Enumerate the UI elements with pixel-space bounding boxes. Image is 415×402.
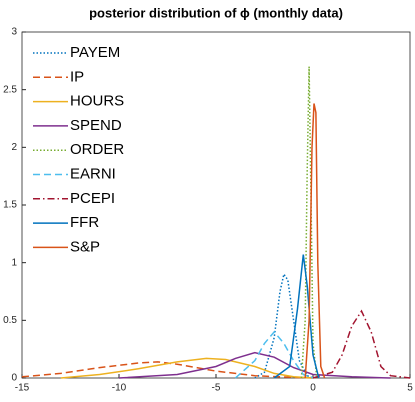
density-line: [60, 357, 314, 379]
y-tick-label: 2: [11, 142, 17, 153]
y-tick-label: 0: [11, 373, 17, 384]
density-line: [234, 330, 314, 379]
chart-title: posterior distribution of ϕ (monthly dat…: [89, 5, 343, 20]
density-line: [118, 351, 391, 379]
density-line: [304, 103, 326, 379]
y-tick-label: 1: [11, 257, 17, 268]
plot-frame: [21, 31, 411, 379]
density-line: [300, 66, 318, 379]
x-tick-label: -15: [15, 383, 30, 394]
legend-label: PCEPI: [70, 190, 115, 207]
legend-label: EARNI: [70, 165, 116, 182]
x-tick-label: -5: [212, 383, 221, 394]
legend-label: FFR: [70, 214, 99, 231]
legend-label: IP: [70, 68, 84, 85]
density-line: [273, 254, 320, 379]
x-tick-label: -10: [112, 383, 127, 394]
legend-label: S&P: [70, 238, 100, 255]
density-line: [312, 309, 411, 379]
x-tick-label: 5: [407, 383, 413, 394]
legend-label: HOURS: [70, 93, 124, 110]
legend-label: PAYEM: [70, 44, 120, 61]
y-tick-label: 3: [11, 27, 17, 38]
density-line: [254, 272, 314, 379]
legend-label: ORDER: [70, 141, 124, 158]
y-tick-label: 1.5: [3, 200, 17, 211]
y-tick-label: 0.5: [3, 315, 17, 326]
x-tick-label: 0: [310, 383, 316, 394]
y-tick-label: 2.5: [3, 84, 17, 95]
legend-label: SPEND: [70, 117, 122, 134]
